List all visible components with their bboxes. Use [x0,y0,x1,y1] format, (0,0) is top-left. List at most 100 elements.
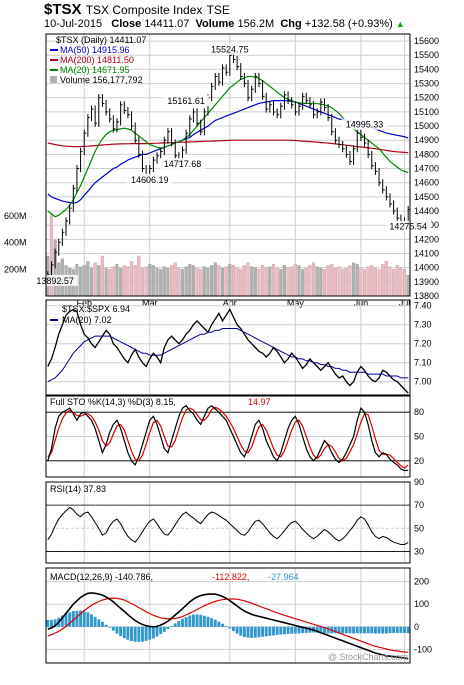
close-label: Close [111,18,142,30]
volume-bar [392,269,396,297]
volume-bar [399,267,403,297]
volume-bar [180,269,185,297]
volume-bar [264,267,268,297]
volume-bar [370,265,374,297]
price-y-tick-label: 14400 [414,206,439,216]
macd-histogram-bar [75,610,79,627]
volume-bar [282,265,286,297]
macd-histogram-bar [392,626,396,633]
volume-bar [359,267,363,297]
macd-histogram-bar [195,614,199,627]
macd-histogram-bar [341,626,345,634]
volume-bar [231,265,236,297]
volume-bar [341,269,345,297]
macd-histogram-bar [232,626,235,632]
price-annotation: 13892.57 [36,276,74,286]
price-annotation-bg [341,118,388,130]
ratio-ma-line [47,328,409,383]
ratio-line [47,308,409,394]
volume-bar [388,266,392,297]
volume-bar [257,269,261,297]
macd-hist-value: -27.964 [268,572,299,582]
price-annotation-bg [163,95,209,107]
macd-histogram-bar [90,614,93,627]
volume-bar [348,265,352,297]
price-y-tick-label: 14000 [414,263,439,273]
macd-histogram-bar [155,626,159,637]
price-annotation-bg [385,220,431,232]
volume-bar [279,269,283,297]
chg-label: Chg [280,18,302,30]
sto-panel-frame [45,395,411,478]
price-y-tick-label: 13800 [414,291,439,301]
macd-histogram-bar [111,626,115,631]
volume-bar [395,265,399,297]
volume-label: Volume [195,18,235,30]
macd-histogram-bar [304,626,308,633]
volume-bar [330,263,334,297]
volume-bar [355,263,359,297]
chg-value: +132.58 (+0.93%) [304,18,393,30]
volume-bar [352,262,356,297]
volume-bar [213,262,217,297]
volume-bar [290,266,294,297]
price-annotation-bg [32,274,78,286]
macd-histogram-bar [315,626,319,633]
volume-bar [377,269,381,297]
ratio-y-tick-label: 7.10 [414,358,432,368]
volume-bar [79,266,83,297]
macd-histogram-bar [71,610,75,627]
macd-histogram-bar [406,626,410,634]
volume-bar [188,263,192,297]
volume-bar [217,265,221,297]
up-arrow-icon: ▲ [395,19,405,29]
volume-bar [322,269,327,297]
macd-histogram-bar [60,615,64,627]
volume-tick-label: 400M [4,238,27,248]
index-name: TSX Composite Index [85,3,203,17]
sto-k-line [47,404,409,472]
macd-histogram-bar [366,626,370,634]
volume-bar [144,266,148,297]
macd-histogram-bar [253,626,257,638]
macd-histogram-bar [286,626,290,635]
volume-bar [140,267,145,297]
macd-histogram-bar [355,626,359,634]
volume-bar [151,265,155,297]
macd-histogram-bar [130,626,133,642]
macd-histogram-bar [188,615,192,627]
macd-histogram-bar [108,626,112,628]
price-annotation: 15161.61 [167,96,205,106]
macd-histogram-bar [213,619,217,627]
sto-legend-title: Full STO %K(14,3) %D(3) 8.15, [50,397,176,407]
volume-legend-label: Volume 156,177,792 [60,75,143,85]
macd-y-tick-label: 100 [414,599,429,609]
macd-histogram-bar [100,621,104,627]
rsi-y-tick-label: 70 [414,500,424,510]
macd-histogram-bar [137,626,141,642]
volume-bar [210,265,214,297]
volume-bar [89,267,94,297]
ma50-line [47,99,409,204]
volume-bar [137,255,141,297]
rsi-y-tick-label: 90 [414,477,424,487]
macd-histogram-bar [297,626,301,634]
volume-bar [333,267,337,297]
price-y-tick-label: 15500 [414,50,439,60]
ratio-legend-title: $TSX:$SPX 6.94 [62,304,130,314]
volume-bar [162,266,166,297]
macd-histogram-bar [217,621,221,627]
volume-bar [308,265,312,297]
macd-histogram-bar [141,626,144,642]
macd-histogram-bar [115,626,119,634]
rsi-panel-frame [45,481,411,564]
macd-y-tick-label: 200 [414,577,429,587]
volume-bar [159,269,163,297]
macd-histogram-bar [275,626,279,635]
volume-bar [126,266,130,297]
macd-signal-value: -112.822, [212,572,249,582]
rsi-y-tick-label: 50 [414,523,424,533]
volume-bar [191,265,195,297]
volume-bar [148,263,152,297]
price-annotation: 14717.68 [164,159,202,169]
